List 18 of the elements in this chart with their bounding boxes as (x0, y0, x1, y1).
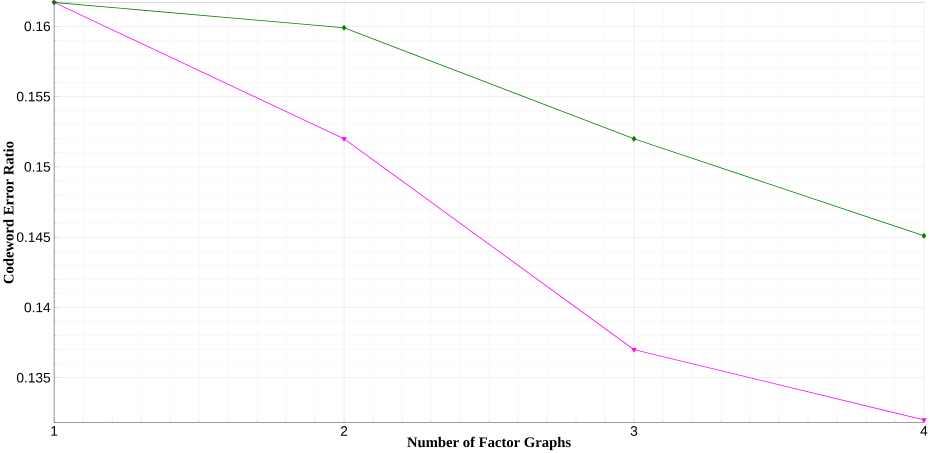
point (342, 136, 347, 142)
x-axis-title: Number of Factor Graphs (407, 436, 571, 450)
y-axis-title: Codeword Error Ratio (3, 141, 14, 284)
x-tick-label: 2 (340, 426, 348, 436)
point (631, 348, 636, 352)
x-tick-label: 4 (920, 426, 928, 436)
point (921, 418, 926, 423)
x-tick-label: 1 (51, 426, 58, 436)
y-tick-label: 0.16 (24, 21, 50, 31)
y-tick-label: 0.15 (24, 162, 50, 172)
point (342, 24, 346, 30)
y-tick-label: 0.135 (16, 372, 50, 382)
point (632, 136, 636, 142)
point (922, 232, 926, 238)
y-tick-label: 0.14 (24, 302, 50, 312)
y-tick-label: 0.145 (16, 232, 50, 242)
x-tick-label: 3 (630, 426, 638, 436)
y-tick-label: 0.155 (16, 92, 50, 102)
